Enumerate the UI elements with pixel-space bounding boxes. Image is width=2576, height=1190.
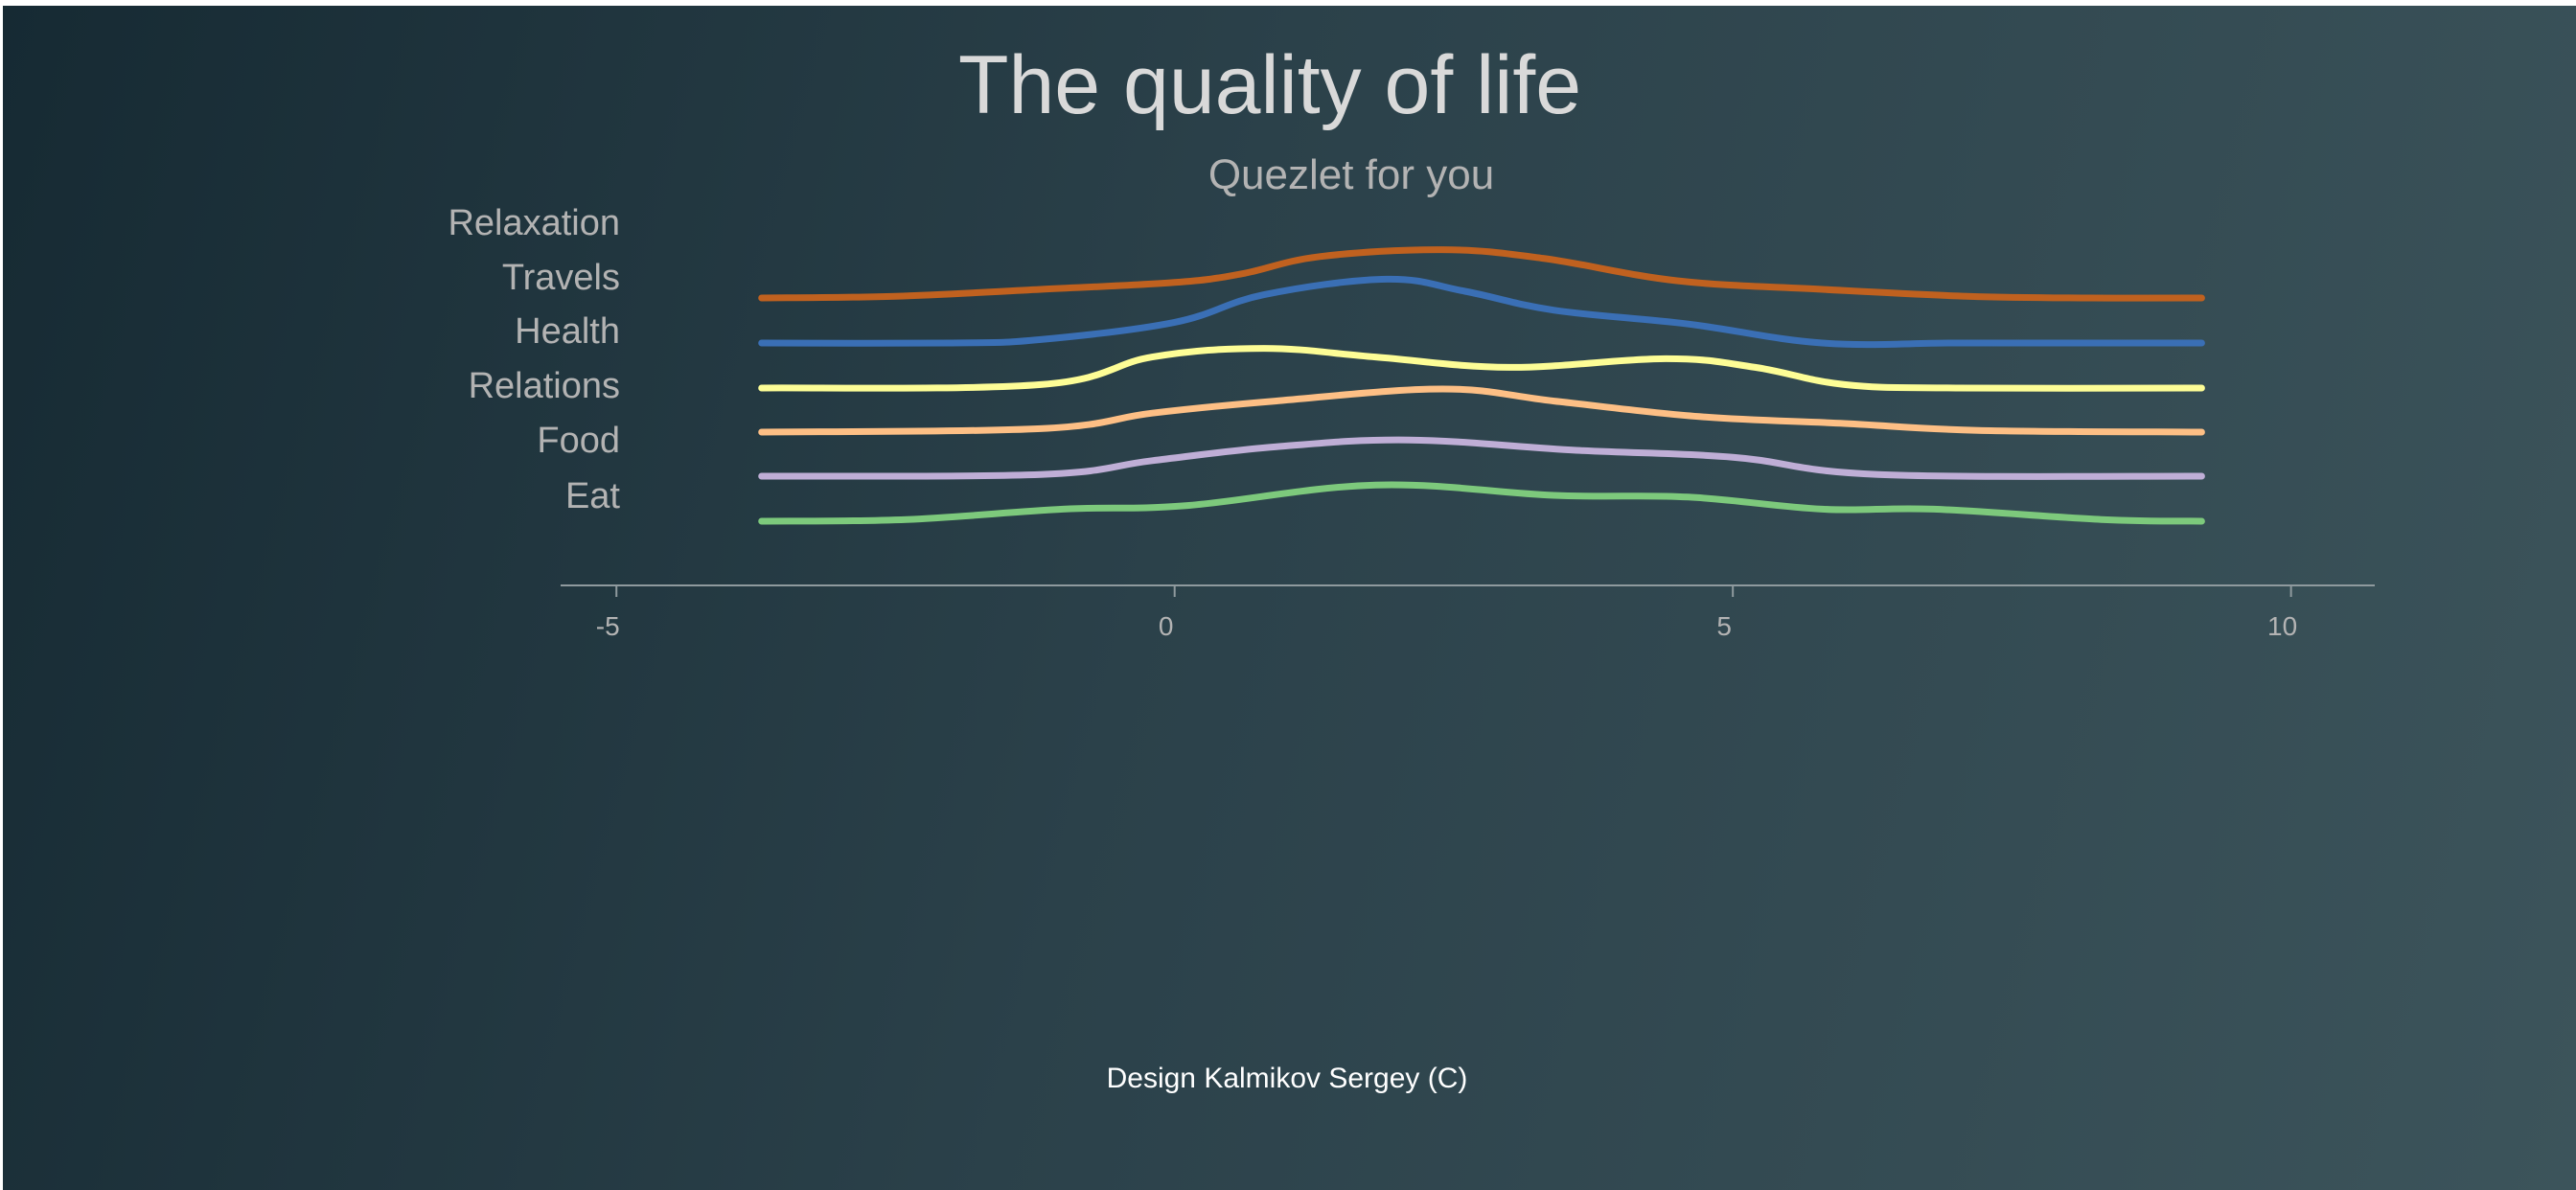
chart-subtitle: Quezlet for you	[1208, 151, 1494, 198]
series-line-relaxation	[758, 246, 2205, 302]
x-tick-label: 5	[1716, 611, 1732, 641]
series-label-health: Health	[515, 311, 620, 352]
series-label-relations: Relations	[469, 366, 620, 406]
series-line-health	[758, 345, 2205, 392]
x-tick-label: 0	[1159, 611, 1174, 641]
series-labels: Relaxation Travels Health Relations Food Eat	[448, 203, 620, 516]
series-label-relaxation: Relaxation	[448, 203, 620, 243]
series-label-travels: Travels	[502, 258, 620, 298]
series-label-food: Food	[537, 421, 620, 461]
series-label-eat: Eat	[565, 476, 620, 516]
series-layer	[758, 246, 2205, 525]
x-tick-label: -5	[596, 611, 620, 641]
chart-title: The quality of life	[958, 39, 1581, 131]
x-tick-label: 10	[2267, 611, 2297, 641]
series-line-relations	[758, 385, 2205, 436]
series-line-eat	[758, 481, 2205, 525]
series-line-travels	[758, 275, 2205, 349]
x-axis-ticks: -5 0 5 10	[596, 585, 2297, 641]
footer-credit: Design Kalmikov Sergey (C)	[1107, 1063, 1468, 1094]
series-line-food	[758, 436, 2205, 480]
